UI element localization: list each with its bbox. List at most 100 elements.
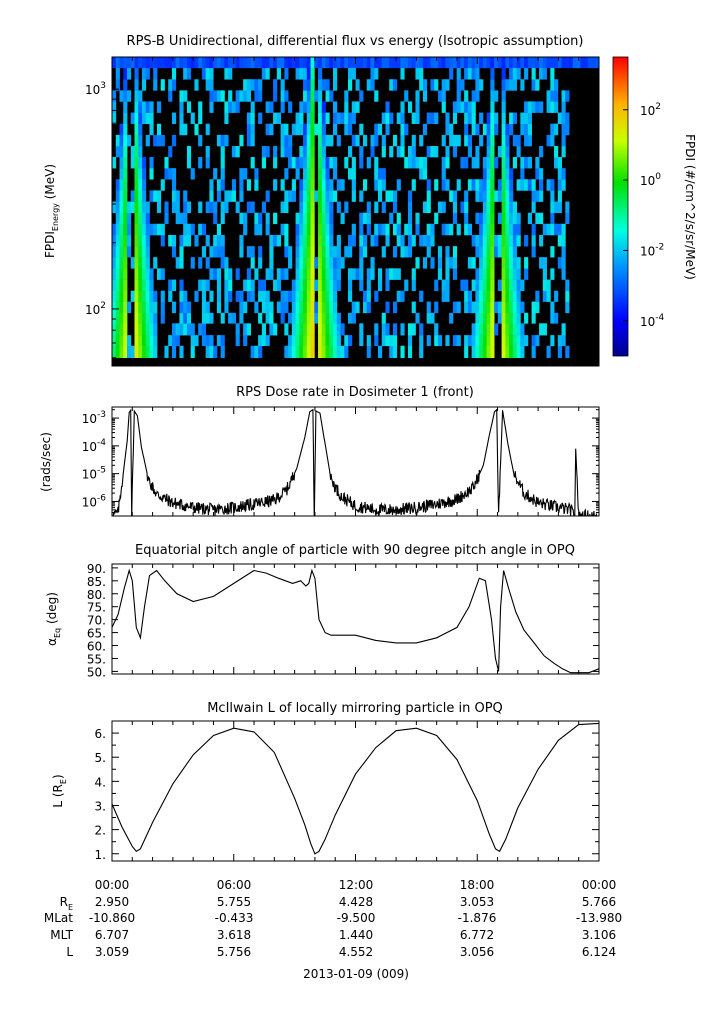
spectrogram-cell xyxy=(333,257,338,269)
spectrogram-cell xyxy=(329,345,334,358)
spectrogram-cell xyxy=(220,335,225,347)
spectrogram-cell xyxy=(228,90,233,102)
spectrogram-cell xyxy=(321,79,326,91)
spectrogram-cell xyxy=(149,101,154,113)
spectrogram-cell xyxy=(396,57,401,69)
spectrogram-cell xyxy=(419,234,424,247)
spectrogram-cell xyxy=(246,201,252,214)
spectrogram-cell xyxy=(516,57,521,69)
spectrogram-cell xyxy=(134,234,139,247)
ephemeris-value: 1.440 xyxy=(339,928,373,942)
spectrogram-cell xyxy=(415,112,420,125)
spectrogram-cell xyxy=(475,234,480,247)
spectrogram-cell xyxy=(239,312,244,324)
spectrogram-cell xyxy=(201,246,207,258)
spectrogram-cell xyxy=(505,312,510,324)
spectrogram-cell xyxy=(392,246,398,258)
spectrogram-cell xyxy=(385,57,390,69)
spectrogram-cell xyxy=(250,345,255,358)
spectrogram-cell xyxy=(321,257,326,269)
spectrogram-cell xyxy=(115,279,120,292)
spectrogram-cell xyxy=(119,212,124,225)
spectrogram-cell xyxy=(475,279,480,292)
spectrogram-cell xyxy=(119,301,124,314)
spectrogram-cell xyxy=(497,190,502,202)
spectrogram-cell xyxy=(112,268,117,280)
spectrogram-cell xyxy=(531,179,536,191)
spectrogram-cell xyxy=(168,335,173,347)
spectrogram-cell xyxy=(482,290,488,302)
spectrogram-cell xyxy=(419,134,424,147)
spectrogram-cell xyxy=(535,157,540,169)
spectrogram-cell xyxy=(370,146,375,158)
spectrogram-cell xyxy=(374,179,379,191)
spectrogram-cell xyxy=(183,57,188,69)
spectrogram-cell xyxy=(542,290,547,302)
spectrogram-cell xyxy=(306,345,311,358)
spectrogram-cell xyxy=(321,134,326,147)
spectrogram-cell xyxy=(126,335,132,347)
spectrogram-cell xyxy=(527,57,532,69)
spectrogram-cell xyxy=(153,290,158,302)
spectrogram-cell xyxy=(512,257,517,269)
spectrogram-cell xyxy=(145,335,150,347)
spectrogram-cell xyxy=(396,212,401,225)
spectrogram-cell xyxy=(486,268,491,280)
spectrogram-cell xyxy=(269,257,274,269)
spectrogram-cell xyxy=(490,157,495,169)
spectrogram-cell xyxy=(554,146,559,158)
spectrogram-cell xyxy=(467,134,473,147)
spectrogram-cell xyxy=(310,123,315,136)
spectrogram-cell xyxy=(321,212,326,225)
spectrogram-cell xyxy=(145,268,150,280)
spectrogram-cell xyxy=(153,323,158,336)
spectrogram-cell xyxy=(134,101,139,113)
spectrogram-cell xyxy=(505,157,510,169)
spectrogram-cell xyxy=(479,268,484,280)
spectrogram-cell xyxy=(303,201,308,214)
spectrogram-cell xyxy=(168,168,173,180)
spectrogram-cell xyxy=(486,257,491,269)
spectrogram-cell xyxy=(411,179,416,191)
spectrogram-cell xyxy=(505,257,510,269)
spectrogram-cell xyxy=(385,112,390,125)
spectrogram-cell xyxy=(531,57,536,69)
spectrogram-cell xyxy=(112,246,117,258)
spectrogram-cell xyxy=(198,101,203,113)
spectrogram-cell xyxy=(149,345,154,358)
spectrogram-cell xyxy=(321,246,326,258)
spectrogram-cell xyxy=(213,246,218,258)
spectrogram-cell xyxy=(250,123,255,136)
spectrogram-cell xyxy=(228,190,233,202)
spectrogram-cell xyxy=(299,101,304,113)
spectrogram-cell xyxy=(303,323,308,336)
spectrogram-cell xyxy=(318,57,323,69)
spectrogram-cell xyxy=(505,79,510,91)
spectrogram-cell xyxy=(179,90,184,102)
spectrogram-cell xyxy=(333,279,338,292)
spectrogram-cell xyxy=(550,223,555,236)
spectrogram-cell xyxy=(344,201,349,214)
spectrogram-cell xyxy=(318,101,323,113)
spectrogram-cell xyxy=(415,212,420,225)
spectrogram-cell xyxy=(565,201,570,214)
spectrogram-cell xyxy=(501,268,506,280)
spectrogram-cell xyxy=(501,190,506,202)
spectrogram-cell xyxy=(377,268,383,280)
spectrogram-cell xyxy=(512,201,517,214)
spectrogram-cell xyxy=(123,257,128,269)
spectrogram-cell xyxy=(325,257,330,269)
spectrogram-cell xyxy=(112,323,117,336)
spectrogram-cell xyxy=(261,279,266,292)
spectrogram-cell xyxy=(284,345,289,358)
spectrogram-cell xyxy=(531,190,536,202)
spectrogram-cell xyxy=(449,123,454,136)
spectrogram-cell xyxy=(482,157,488,169)
time-tick-label: 00:00 xyxy=(95,878,130,892)
spectrogram-cell xyxy=(273,323,278,336)
spectrogram-cell xyxy=(546,345,551,358)
spectrogram-cell xyxy=(355,101,360,113)
spectrogram-cell xyxy=(340,57,345,69)
spectrogram-cell xyxy=(141,168,147,180)
